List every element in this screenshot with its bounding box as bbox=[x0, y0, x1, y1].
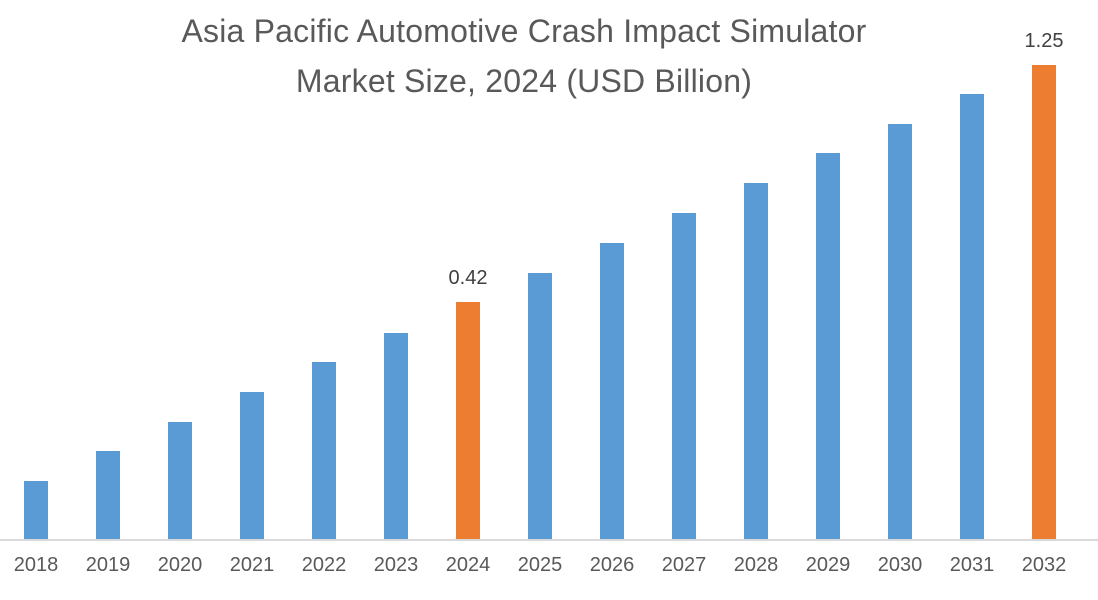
chart-title: Asia Pacific Automotive Crash Impact Sim… bbox=[0, 6, 1048, 106]
plot-area: 0.42 1.25 bbox=[0, 0, 1080, 539]
bar-column-2030 bbox=[864, 0, 936, 539]
chart-title-line-2: Market Size, 2024 (USD Billion) bbox=[295, 63, 753, 99]
bar-column-2027 bbox=[648, 0, 720, 539]
x-axis-labels: 2018 2019 2020 2021 2022 2023 2024 2025 2026 2027… bbox=[0, 553, 1080, 577]
bar-2020 bbox=[168, 422, 192, 539]
bar-column-2023 bbox=[360, 0, 432, 539]
bar-column-2020 bbox=[144, 0, 216, 539]
x-axis-line bbox=[0, 539, 1098, 541]
bar-column-2026 bbox=[576, 0, 648, 539]
x-label-2025: 2025 bbox=[517, 554, 563, 576]
x-label-2019: 2019 bbox=[85, 554, 131, 576]
x-label-2031: 2031 bbox=[949, 554, 995, 576]
bar-2021 bbox=[240, 392, 264, 539]
data-label-2032: 1.25 bbox=[1024, 30, 1064, 52]
x-label-2027: 2027 bbox=[661, 554, 707, 576]
bar-2028 bbox=[744, 183, 768, 539]
bar-2024 bbox=[456, 302, 480, 539]
bar-2031 bbox=[960, 94, 984, 539]
x-label-2023: 2023 bbox=[373, 554, 419, 576]
bar-2019 bbox=[96, 451, 120, 539]
x-label-2028: 2028 bbox=[733, 554, 779, 576]
bar-column-2022 bbox=[288, 0, 360, 539]
chart-title-line-1: Asia Pacific Automotive Crash Impact Sim… bbox=[181, 13, 867, 49]
bar-2026 bbox=[600, 243, 624, 539]
x-label-2022: 2022 bbox=[301, 554, 347, 576]
bar-2022 bbox=[312, 362, 336, 539]
bar-column-2024: 0.42 bbox=[432, 0, 504, 539]
bar-2018 bbox=[24, 481, 48, 539]
x-label-2018: 2018 bbox=[13, 554, 59, 576]
bar-2030 bbox=[888, 124, 912, 539]
data-label-2024: 0.42 bbox=[448, 267, 488, 289]
bar-2027 bbox=[672, 213, 696, 539]
bar-column-2025 bbox=[504, 0, 576, 539]
x-label-2021: 2021 bbox=[229, 554, 275, 576]
bar-2023 bbox=[384, 333, 408, 539]
bar-2025 bbox=[528, 273, 552, 539]
x-label-2032: 2032 bbox=[1021, 554, 1067, 576]
bar-2032 bbox=[1032, 65, 1056, 539]
bar-2029 bbox=[816, 153, 840, 539]
x-label-2026: 2026 bbox=[589, 554, 635, 576]
bar-column-2031 bbox=[936, 0, 1008, 539]
x-label-2030: 2030 bbox=[877, 554, 923, 576]
bar-column-2029 bbox=[792, 0, 864, 539]
x-label-2024: 2024 bbox=[445, 554, 491, 576]
bar-column-2032: 1.25 bbox=[1008, 0, 1080, 539]
bar-column-2018 bbox=[0, 0, 72, 539]
x-label-2029: 2029 bbox=[805, 554, 851, 576]
x-label-2020: 2020 bbox=[157, 554, 203, 576]
bar-column-2019 bbox=[72, 0, 144, 539]
bar-column-2028 bbox=[720, 0, 792, 539]
bar-column-2021 bbox=[216, 0, 288, 539]
